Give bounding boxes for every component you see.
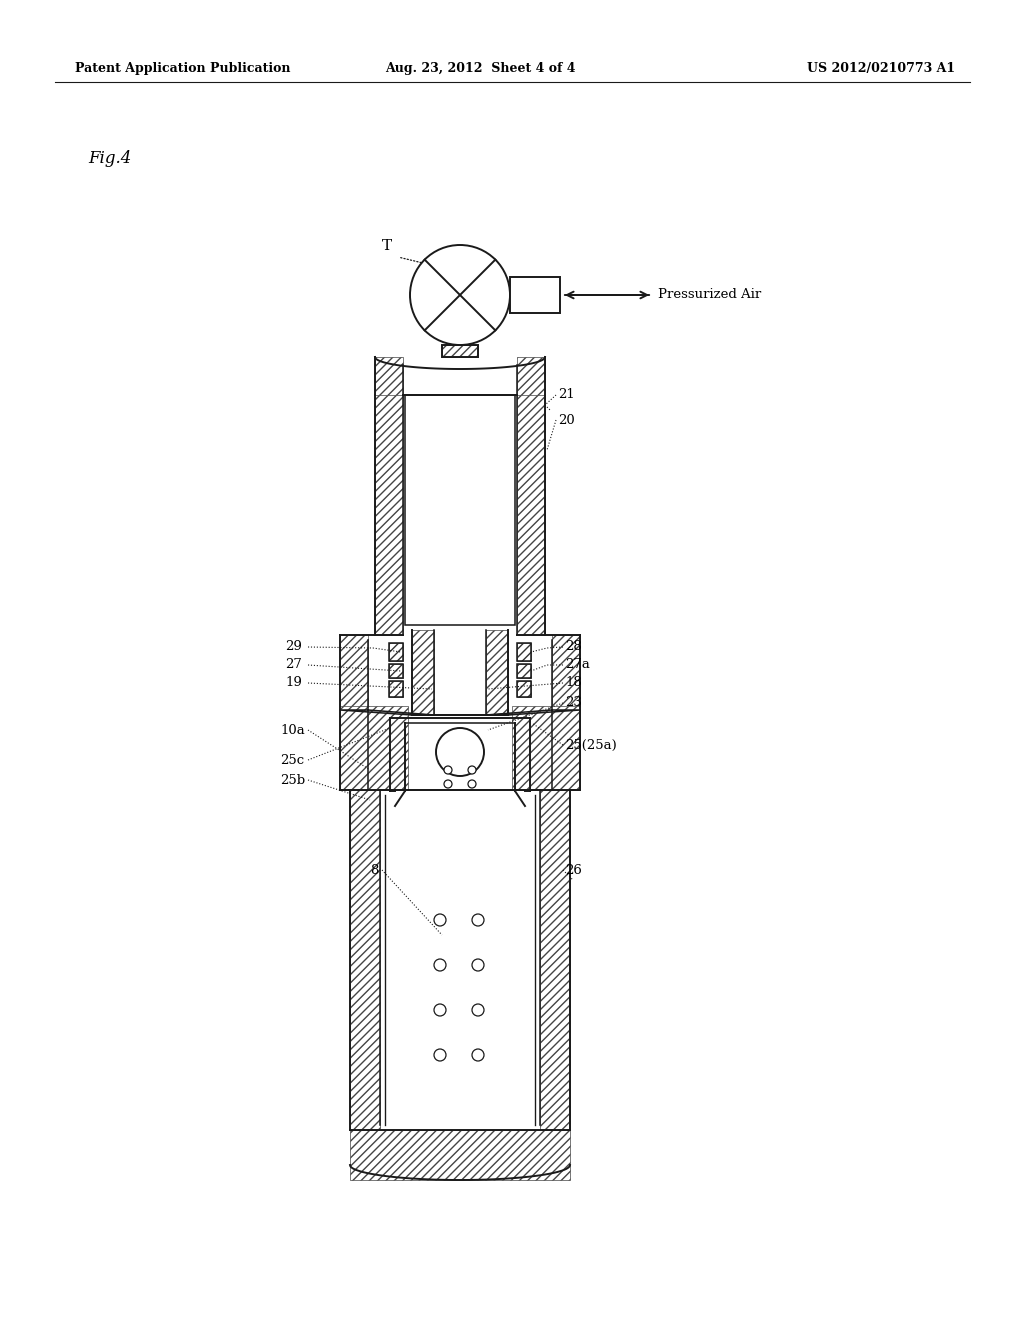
Circle shape	[434, 1049, 446, 1061]
Text: 25(25a): 25(25a)	[565, 738, 616, 751]
Bar	[375, 395, 403, 635]
Text: 19: 19	[285, 676, 302, 689]
Circle shape	[434, 913, 446, 927]
Polygon shape	[486, 710, 580, 715]
Bar	[517, 643, 531, 661]
Bar	[517, 356, 545, 400]
Bar	[340, 635, 368, 789]
Text: US 2012/0210773 A1: US 2012/0210773 A1	[807, 62, 955, 75]
Text: 29: 29	[285, 640, 302, 653]
Bar	[512, 706, 580, 789]
Circle shape	[472, 1005, 484, 1016]
Circle shape	[410, 246, 510, 345]
Bar	[389, 643, 403, 661]
Bar	[517, 664, 531, 678]
Circle shape	[468, 766, 476, 774]
Text: 28: 28	[565, 640, 582, 653]
Text: 23: 23	[565, 697, 582, 710]
Bar	[406, 395, 515, 624]
Circle shape	[434, 1005, 446, 1016]
Bar	[389, 664, 403, 678]
Text: 21: 21	[558, 388, 574, 401]
Circle shape	[468, 780, 476, 788]
Text: 25c: 25c	[280, 754, 304, 767]
Bar	[517, 681, 531, 697]
Bar	[442, 345, 478, 356]
Circle shape	[472, 913, 484, 927]
Bar	[350, 1130, 570, 1180]
Bar	[389, 681, 403, 697]
Circle shape	[472, 960, 484, 972]
Text: Patent Application Publication: Patent Application Publication	[75, 62, 291, 75]
Text: 27a: 27a	[565, 659, 590, 672]
Text: 10a: 10a	[280, 723, 305, 737]
Bar	[486, 630, 508, 715]
Bar	[375, 356, 403, 400]
Bar	[412, 630, 434, 715]
Polygon shape	[340, 710, 434, 715]
Bar	[389, 664, 403, 678]
Text: Pressurized Air: Pressurized Air	[658, 289, 761, 301]
Circle shape	[472, 1049, 484, 1061]
Circle shape	[444, 766, 452, 774]
Bar	[540, 789, 570, 1130]
Text: 8: 8	[370, 863, 379, 876]
Bar	[340, 706, 408, 789]
Bar	[403, 366, 517, 395]
Bar	[517, 664, 531, 678]
Bar	[517, 395, 545, 635]
Text: 25b: 25b	[280, 774, 305, 787]
Bar	[368, 715, 552, 789]
Text: 26: 26	[565, 863, 582, 876]
Text: T: T	[382, 239, 392, 253]
Circle shape	[434, 960, 446, 972]
Text: 20: 20	[558, 413, 574, 426]
Bar	[389, 643, 403, 661]
Text: 18: 18	[565, 676, 582, 689]
Text: Aug. 23, 2012  Sheet 4 of 4: Aug. 23, 2012 Sheet 4 of 4	[385, 62, 575, 75]
Bar	[380, 789, 540, 1125]
Bar	[389, 681, 403, 697]
Bar	[517, 681, 531, 697]
Bar	[434, 630, 486, 715]
Circle shape	[444, 780, 452, 788]
Bar	[552, 635, 580, 789]
Bar	[517, 643, 531, 661]
Bar	[442, 345, 478, 356]
Text: Fig.4: Fig.4	[88, 150, 131, 168]
Circle shape	[436, 729, 484, 776]
Bar	[350, 789, 380, 1130]
Bar	[510, 277, 560, 313]
Text: 27: 27	[285, 659, 302, 672]
